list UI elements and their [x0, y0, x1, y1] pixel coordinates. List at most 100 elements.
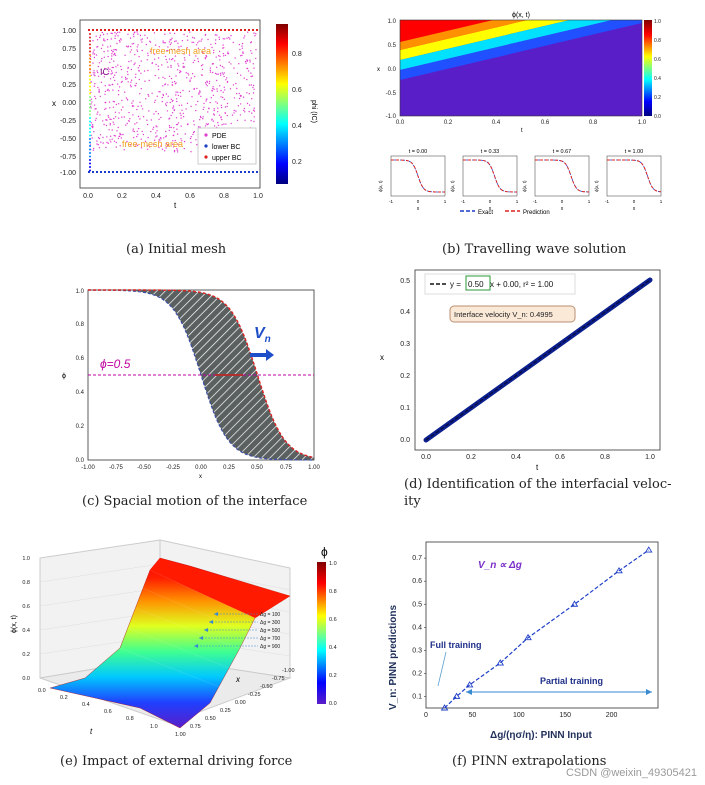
- pde-point: [134, 53, 136, 56]
- pde-point: [140, 147, 143, 149]
- pde-point: [224, 89, 226, 91]
- pde-point: [244, 35, 246, 37]
- pde-point: [183, 33, 185, 36]
- pde-point: [151, 62, 153, 65]
- pde-point: [170, 98, 173, 101]
- pde-point: [137, 105, 139, 108]
- snapshot-subplot: t = 1.00 ϕ(x, t) x -1 0 1: [594, 149, 663, 212]
- pde-point: [111, 55, 113, 57]
- pde-point: [246, 67, 248, 70]
- pde-point: [167, 95, 169, 98]
- pde-point: [130, 86, 132, 88]
- heatmap: [400, 20, 642, 116]
- pde-point: [160, 116, 162, 119]
- pde-point: [213, 88, 215, 91]
- pde-point: [195, 109, 197, 112]
- pde-point: [136, 122, 138, 124]
- pde-point: [231, 114, 234, 116]
- svg-text:0.4: 0.4: [151, 193, 161, 200]
- svg-text:0.0: 0.0: [400, 437, 410, 444]
- pde-point: [174, 40, 176, 43]
- pde-point: [104, 90, 107, 93]
- pde-point: [157, 113, 160, 115]
- pde-point: [108, 129, 110, 131]
- pde-point: [149, 41, 152, 43]
- svg-text:1.00: 1.00: [62, 28, 76, 35]
- pde-point: [108, 70, 110, 73]
- svg-text:-0.75: -0.75: [272, 676, 285, 682]
- pde-point: [215, 39, 217, 41]
- pde-point: [109, 68, 111, 70]
- pde-point: [126, 140, 128, 143]
- fit-legend: y = 0.50 x + 0.00, r² = 1.00: [424, 273, 576, 295]
- pde-point: [169, 43, 172, 46]
- pde-point: [226, 114, 228, 117]
- pde-point: [102, 44, 104, 46]
- pde-point: [250, 75, 252, 78]
- svg-text:0.25: 0.25: [62, 82, 76, 89]
- pde-point: [103, 38, 105, 40]
- velocity-box: [449, 305, 576, 323]
- fit-line: [425, 279, 651, 441]
- pde-point: [240, 103, 242, 105]
- pde-point: [181, 109, 183, 112]
- svg-text:0.2: 0.2: [60, 695, 68, 701]
- pde-point: [110, 58, 113, 60]
- pde-point: [201, 74, 203, 77]
- pde-point: [168, 41, 171, 43]
- pde-point: [195, 139, 197, 141]
- svg-text:0.25: 0.25: [220, 708, 231, 714]
- pde-point: [189, 79, 191, 81]
- force-label: Δg = 300: [260, 620, 280, 626]
- pde-point: [202, 108, 204, 111]
- svg-text:0.5: 0.5: [400, 278, 410, 285]
- pde-point: [242, 51, 244, 53]
- pde-point: [182, 112, 184, 115]
- pde-point: [156, 126, 158, 128]
- pde-point: [175, 82, 177, 84]
- pde-point: [179, 71, 181, 74]
- pde-point: [107, 46, 109, 48]
- pde-point: [171, 143, 174, 145]
- svg-text:1.0: 1.0: [638, 120, 647, 126]
- pde-point: [114, 35, 116, 37]
- pde-point: [102, 136, 104, 139]
- pde-point: [241, 54, 243, 56]
- x-ticks: 1.00 0.75 0.50 0.25 0.00 -0.25 -0.50 -0.…: [175, 668, 295, 738]
- svg-text:-1.00: -1.00: [282, 668, 295, 674]
- pde-point: [190, 105, 192, 108]
- ic-point: [89, 145, 91, 147]
- pde-point: [173, 109, 175, 112]
- pde-point: [220, 96, 222, 98]
- svg-text:0.0: 0.0: [654, 114, 661, 120]
- pde-point: [213, 114, 216, 116]
- pde-point: [138, 65, 141, 67]
- svg-text:1.0: 1.0: [654, 19, 661, 25]
- pde-point: [113, 101, 116, 103]
- pde-point: [92, 51, 94, 53]
- pde-point: [212, 94, 215, 97]
- svg-text:x + 0.00, r² = 1.00: x + 0.00, r² = 1.00: [490, 280, 554, 289]
- pde-point: [167, 46, 169, 48]
- pde-point: [206, 81, 209, 83]
- svg-text:0.3: 0.3: [400, 341, 410, 348]
- pde-point: [119, 41, 121, 43]
- svg-text:0.4: 0.4: [511, 454, 521, 461]
- pde-point: [157, 65, 159, 67]
- pde-point: [235, 110, 237, 112]
- pde-point: [133, 130, 135, 133]
- pde-point: [179, 112, 181, 114]
- svg-text:0.8: 0.8: [126, 716, 134, 722]
- pde-point: [101, 72, 104, 74]
- pde-point: [141, 108, 144, 110]
- pde-point: [131, 102, 133, 104]
- pde-point: [106, 136, 108, 138]
- pde-point: [145, 98, 147, 100]
- pde-point: [213, 125, 216, 127]
- svg-text:1.0: 1.0: [388, 19, 397, 25]
- pde-point: [165, 58, 167, 61]
- pde-point: [208, 107, 210, 109]
- pde-point: [158, 46, 160, 48]
- pde-point: [98, 147, 101, 149]
- surface-stripes: [119, 569, 256, 689]
